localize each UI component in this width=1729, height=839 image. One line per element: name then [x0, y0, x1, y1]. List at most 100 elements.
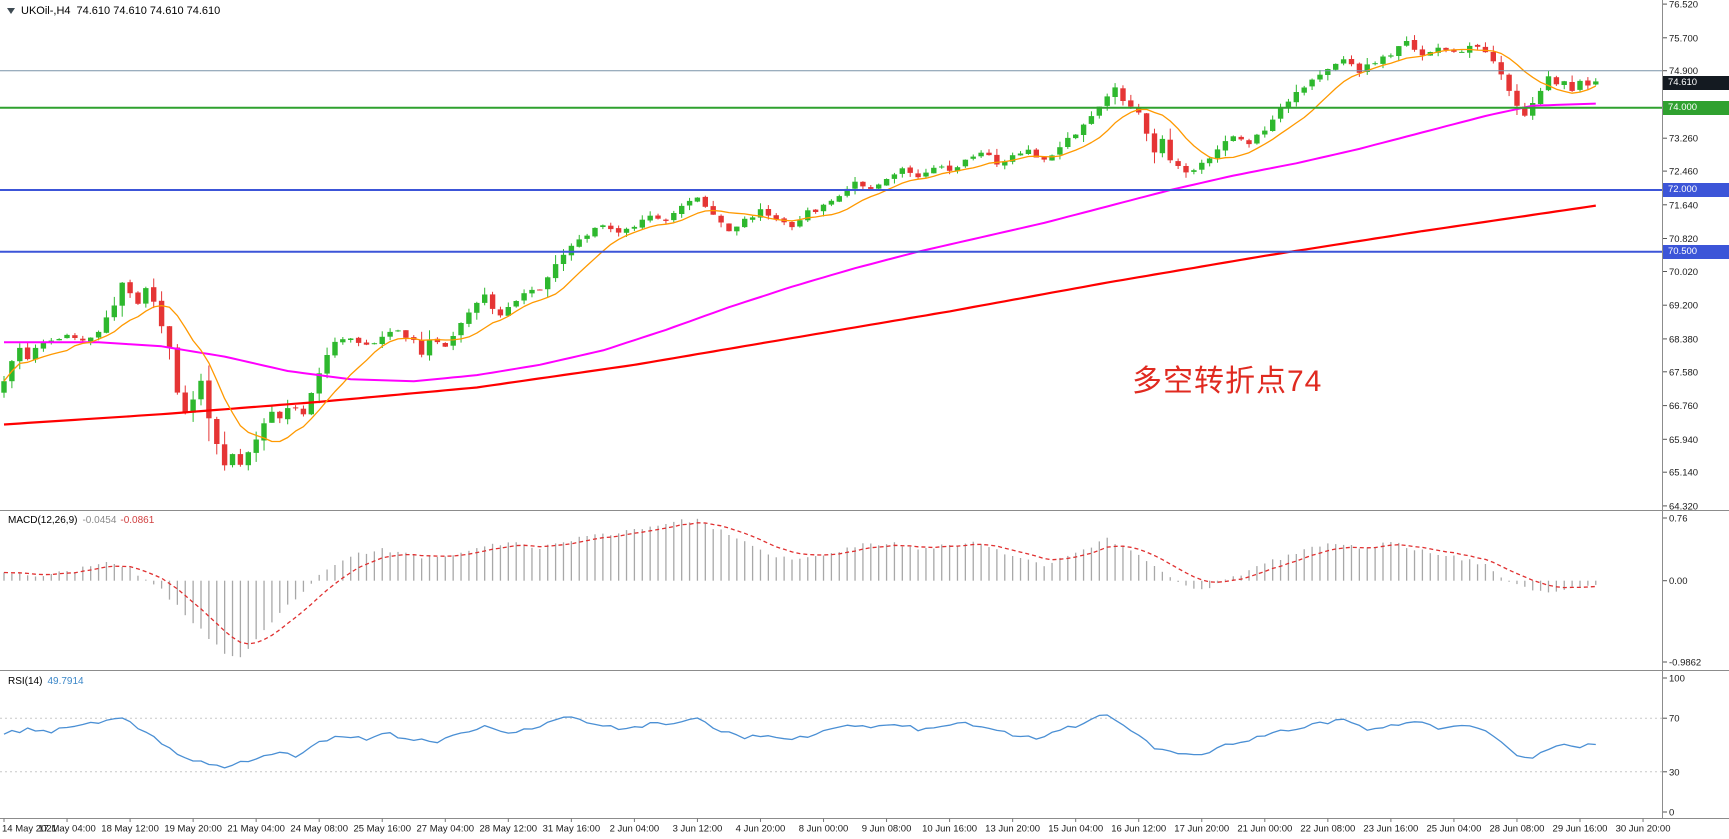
candle-body	[576, 239, 582, 247]
candle-body	[277, 411, 283, 419]
price-tick-label: 69.200	[1669, 301, 1698, 312]
time-label: 21 Jun 00:00	[1237, 824, 1292, 835]
candle-body	[1419, 49, 1426, 56]
candle-body	[521, 293, 527, 301]
candle-body	[1333, 63, 1339, 70]
candle-body	[1120, 88, 1126, 101]
candle-body	[261, 423, 267, 441]
candle-body	[1285, 101, 1292, 108]
candle-body	[962, 159, 969, 167]
candle-body	[1057, 147, 1063, 155]
price-tick-label: 76.520	[1669, 0, 1698, 11]
candle-body	[537, 289, 543, 291]
candle-body	[1380, 56, 1386, 64]
time-label: 25 May 16:00	[353, 824, 411, 835]
time-label: 3 Jun 12:00	[673, 824, 723, 835]
candle-body	[1522, 106, 1528, 116]
candle-body	[545, 277, 551, 290]
candle-body	[198, 380, 204, 400]
time-label: 23 Jun 16:00	[1363, 824, 1418, 835]
macd-tick-label: 0.00	[1669, 576, 1688, 587]
time-label: 28 Jun 08:00	[1489, 824, 1544, 835]
candle-body	[560, 254, 567, 264]
candle-body	[663, 219, 669, 221]
price-tick-label: 70.820	[1669, 234, 1698, 245]
candle-body	[221, 444, 228, 466]
candle-body	[726, 223, 732, 232]
candle-body	[694, 197, 701, 202]
candle-body	[1199, 162, 1205, 170]
candle-body	[474, 302, 480, 313]
candle-body	[166, 326, 173, 348]
candle-body	[387, 331, 393, 337]
candle-body	[253, 439, 259, 453]
candle-body	[40, 342, 47, 349]
candle-body	[1270, 119, 1276, 131]
candle-body	[245, 452, 251, 466]
candle-body	[647, 215, 653, 221]
candle-body	[1238, 136, 1244, 140]
candle-body	[442, 343, 448, 347]
candle-body	[158, 300, 165, 327]
candle-body	[56, 339, 62, 341]
candle-body	[852, 181, 858, 189]
candle-body	[907, 167, 913, 173]
candle-body	[1214, 149, 1221, 159]
candle-body	[1537, 90, 1544, 104]
candle-body	[1593, 81, 1599, 85]
candle-body	[623, 228, 630, 233]
candle-body	[529, 289, 535, 294]
candle-body	[458, 323, 464, 336]
candle-body	[592, 227, 598, 237]
time-label: 18 May 12:00	[101, 824, 159, 835]
candle-body	[679, 205, 685, 214]
candle-body	[631, 226, 638, 229]
price-tick-label: 65.940	[1669, 435, 1698, 446]
candle-body	[17, 347, 23, 362]
candle-body	[1545, 76, 1552, 91]
candle-body	[1065, 137, 1071, 147]
candle-body	[1569, 82, 1575, 91]
candle-body	[868, 187, 874, 189]
candle-body	[954, 167, 961, 172]
candle-body	[939, 166, 945, 168]
candle-body	[1372, 63, 1378, 65]
candle-body	[111, 305, 117, 318]
candle-body	[206, 380, 212, 419]
candle-body	[324, 355, 330, 374]
candle-body	[789, 222, 795, 228]
price-tick-label: 66.760	[1669, 401, 1698, 412]
candle-body	[773, 215, 779, 220]
candle-body	[151, 287, 157, 302]
time-label: 14 May 2021	[2, 824, 57, 835]
price-tick-label: 70.020	[1669, 267, 1698, 278]
candle-body	[671, 213, 677, 221]
candle-body	[994, 154, 1000, 165]
candle-body	[1356, 63, 1363, 73]
ma-fast-line	[3, 48, 1597, 443]
price-tick-label: 64.320	[1669, 501, 1698, 512]
price-tick-label: 75.700	[1669, 33, 1698, 44]
candle-body	[1151, 133, 1158, 153]
time-label: 13 Jun 20:00	[985, 824, 1040, 835]
candle-body	[915, 173, 921, 178]
candle-body	[860, 181, 866, 187]
candle-body	[1561, 81, 1567, 85]
candle-body	[182, 392, 188, 413]
candle-body	[426, 339, 433, 356]
candle-body	[836, 196, 842, 202]
candle-body	[584, 235, 590, 239]
candle-body	[1474, 44, 1481, 47]
candle-body	[742, 218, 748, 228]
candle-body	[1033, 149, 1039, 158]
candle-body	[639, 219, 645, 228]
candle-body	[127, 282, 133, 294]
time-label: 19 May 20:00	[164, 824, 222, 835]
candle-body	[568, 245, 575, 256]
candle-body	[1277, 107, 1284, 119]
candle-body	[844, 188, 850, 196]
candle-body	[1025, 149, 1032, 154]
candle-body	[1009, 155, 1016, 162]
candle-body	[1301, 87, 1307, 93]
